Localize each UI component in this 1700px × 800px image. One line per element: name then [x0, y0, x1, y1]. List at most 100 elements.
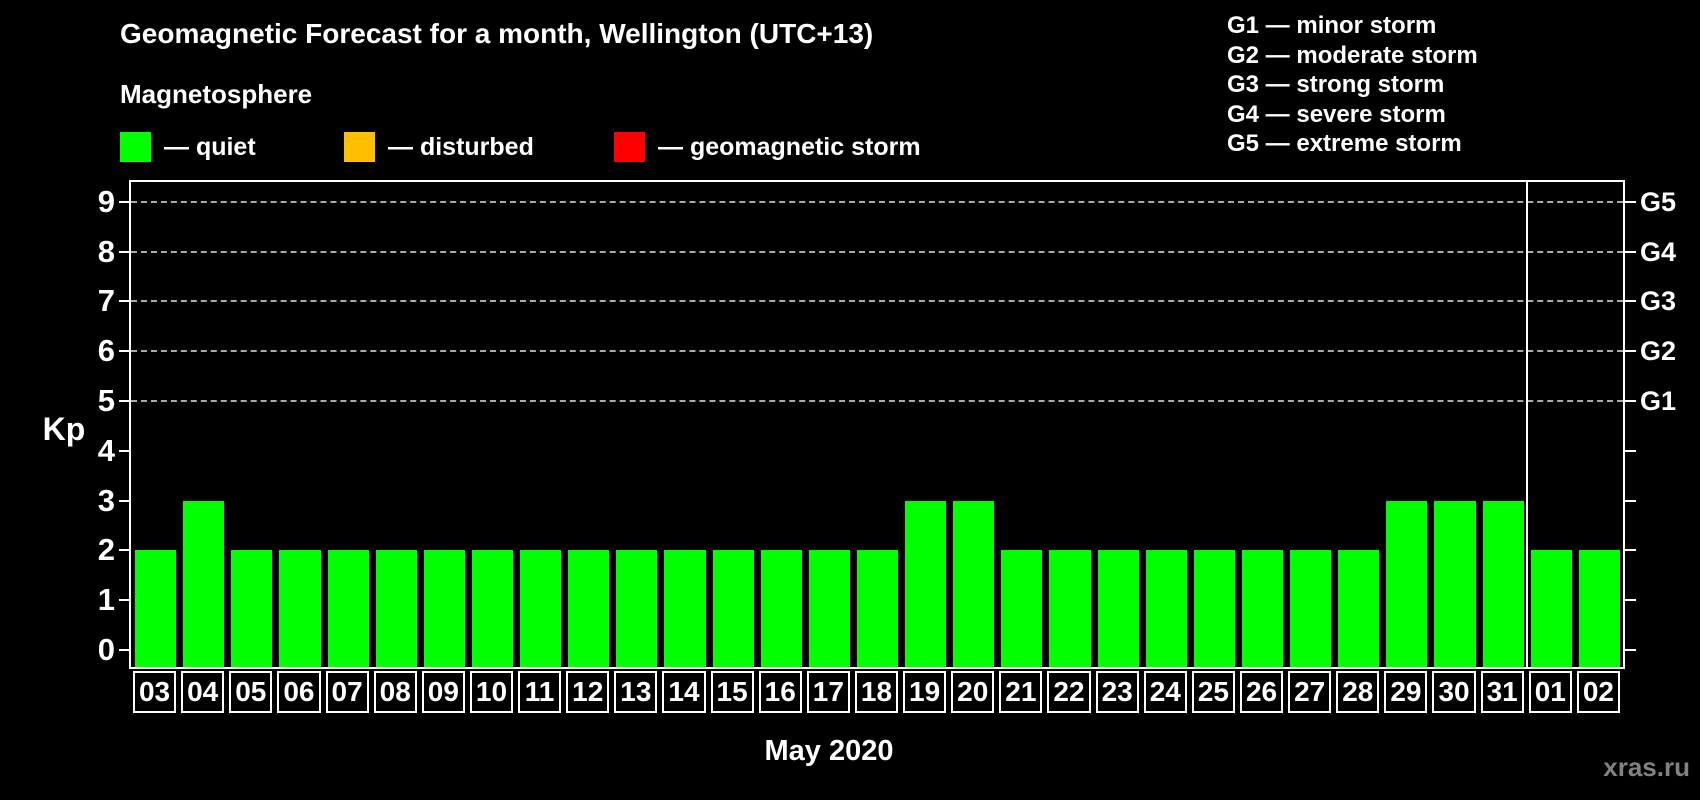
y-axis-tick-label: 3 — [97, 482, 115, 518]
kp-bar — [712, 550, 754, 667]
y-axis-tick-label: 4 — [97, 432, 115, 468]
chart-title: Geomagnetic Forecast for a month, Wellin… — [120, 18, 874, 49]
day-label: 09 — [421, 671, 465, 713]
chart-subtitle: Magnetosphere — [120, 79, 313, 109]
kp-bar — [1530, 550, 1572, 667]
storm-legend-line: G5 — extreme storm — [1227, 130, 1462, 158]
kp-bar — [1097, 550, 1139, 667]
legend-label: — quiet — [164, 132, 256, 161]
gridline — [131, 250, 1623, 253]
kp-bar — [1482, 500, 1524, 667]
right-axis-tick — [1625, 250, 1636, 253]
storm-legend-line: G4 — severe storm — [1227, 100, 1446, 128]
kp-bar — [1193, 550, 1235, 667]
y-axis-tick-label: 0 — [97, 632, 115, 667]
kp-bar — [808, 550, 850, 667]
kp-bar — [231, 550, 273, 667]
right-axis-tick — [1625, 649, 1636, 651]
kp-bar — [905, 500, 947, 667]
legend-item-quiet: — quiet — [120, 130, 256, 164]
y-axis-tick — [119, 449, 130, 452]
kp-bar — [183, 500, 225, 667]
legend-item-storm: — geomagnetic storm — [614, 130, 921, 164]
kp-bar — [1578, 550, 1620, 667]
day-label: 07 — [325, 671, 369, 713]
y-axis-tick-label: 1 — [97, 582, 115, 618]
kp-bar — [1049, 550, 1091, 667]
day-label: 22 — [1047, 671, 1091, 713]
day-label: 17 — [806, 671, 850, 713]
right-axis-tick — [1625, 599, 1636, 602]
kp-bar — [423, 550, 465, 667]
kp-bar — [279, 550, 321, 667]
legend-item-disturbed: — disturbed — [344, 130, 534, 164]
day-label: 05 — [229, 671, 273, 713]
legend-label: — geomagnetic storm — [658, 132, 921, 161]
y-axis-tick — [119, 599, 130, 602]
day-label: 19 — [903, 671, 947, 713]
gridline — [131, 350, 1623, 353]
y-axis-tick — [119, 350, 130, 353]
kp-bar — [1434, 500, 1476, 667]
day-label: 02 — [1576, 671, 1620, 713]
storm-legend-line: G1 — minor storm — [1227, 12, 1437, 39]
g-scale-label: G1 — [1640, 386, 1677, 416]
day-label: 11 — [518, 671, 562, 713]
y-axis-tick — [119, 200, 130, 203]
day-label: 06 — [277, 671, 321, 713]
day-label: 26 — [1239, 671, 1284, 713]
day-label: 15 — [710, 671, 754, 713]
day-label: 28 — [1336, 671, 1380, 713]
quiet-color-swatch — [120, 132, 151, 162]
day-label: 14 — [662, 671, 706, 713]
disturbed-color-swatch — [344, 132, 375, 162]
day-label: 08 — [373, 671, 417, 713]
kp-bar — [1290, 550, 1332, 667]
kp-bar — [1145, 550, 1187, 667]
day-label: 24 — [1143, 671, 1187, 713]
y-axis-title: Kp — [42, 411, 86, 447]
y-axis-tick-label: 6 — [97, 333, 115, 369]
g-scale-label: G4 — [1640, 236, 1677, 267]
y-axis-tick-label: 7 — [97, 283, 115, 319]
right-axis-tick — [1625, 400, 1636, 402]
right-axis-tick — [1625, 300, 1636, 303]
plot-border — [129, 180, 1625, 669]
kp-bar — [616, 550, 658, 667]
y-axis-tick-label: 2 — [97, 532, 115, 568]
kp-bar — [760, 550, 802, 667]
kp-bar — [953, 500, 995, 667]
kp-bar — [520, 550, 562, 667]
y-axis-tick — [119, 649, 130, 651]
kp-bar — [135, 550, 177, 667]
storm-scale-legend: G1 — minor storm G2 — moderate storm G3 — … — [1227, 11, 1478, 159]
kp-bar — [1241, 550, 1284, 667]
day-label: 04 — [181, 671, 225, 713]
g-scale-label: G5 — [1640, 186, 1677, 217]
right-axis-tick — [1625, 200, 1636, 203]
gridline — [131, 300, 1623, 303]
day-label: 18 — [854, 671, 899, 713]
day-label: 13 — [614, 671, 658, 713]
y-axis-tick — [119, 250, 130, 253]
y-axis-tick — [119, 499, 130, 502]
kp-bar — [1338, 550, 1380, 667]
x-axis-title: May 2020 — [764, 735, 894, 767]
kp-bar — [375, 550, 417, 667]
watermark: xras.ru — [1603, 752, 1690, 782]
day-label: 25 — [1191, 671, 1235, 713]
day-label: 01 — [1528, 671, 1572, 713]
storm-legend-line: G3 — strong storm — [1227, 71, 1445, 99]
g-scale-label: G3 — [1640, 286, 1677, 317]
kp-bar — [1001, 550, 1043, 667]
right-axis-tick — [1625, 499, 1636, 502]
day-label: 10 — [469, 671, 514, 713]
y-axis-tick-label: 5 — [97, 383, 115, 418]
y-axis-tick — [119, 549, 130, 552]
kp-bar — [327, 550, 369, 667]
month-separator-line — [1525, 182, 1528, 667]
y-axis-tick-label: 9 — [97, 183, 115, 219]
legend-label: — disturbed — [388, 132, 534, 161]
right-axis-tick — [1625, 449, 1636, 452]
